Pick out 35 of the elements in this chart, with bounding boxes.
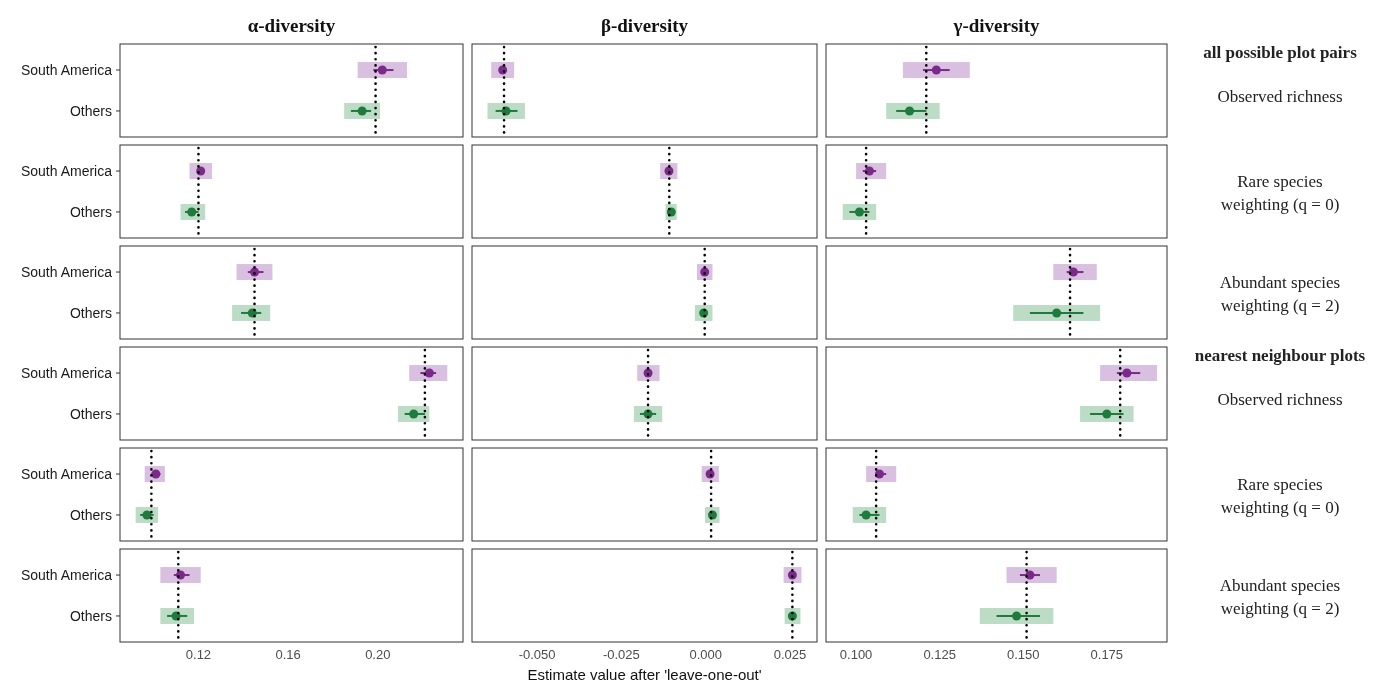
chart-title: β-diversity: [600, 15, 689, 36]
x-tick-label: 0.16: [275, 647, 301, 662]
x-tick-label: 0.20: [365, 647, 391, 662]
y-tick-label: South America: [20, 163, 113, 180]
x-tick-label: 0.175: [1090, 647, 1124, 662]
x-tick-label: 0.025: [773, 647, 807, 662]
y-tick-label: South America: [20, 466, 113, 483]
y-tick-label: South America: [20, 365, 113, 382]
text: Abundant species weighting (q = 2): [1219, 575, 1341, 618]
y-tick-label: Others: [69, 506, 112, 523]
text: Observed richness: [1217, 390, 1343, 409]
y-tick-label: Others: [69, 607, 112, 624]
x-tick-label: 0.150: [1006, 647, 1040, 662]
text: all possible plot pairs: [1203, 43, 1358, 62]
y-tick-label: Others: [69, 203, 112, 220]
x-tick-label: 0.100: [839, 647, 873, 662]
x-tick-label: -0.050: [518, 647, 556, 662]
x-tick-label: 0.12: [185, 647, 212, 662]
y-tick-label: South America: [20, 264, 113, 281]
chart-title: γ-diversity: [952, 15, 1040, 36]
text: Rare species weighting (q = 0): [1220, 474, 1340, 517]
x-tick-label: -0.025: [602, 647, 640, 662]
x-tick-label: 0.000: [689, 647, 722, 662]
y-tick-label: Others: [69, 304, 112, 321]
chart-title: α-diversity: [247, 15, 336, 36]
y-tick-label: South America: [20, 567, 113, 584]
x-tick-label: 0.125: [923, 647, 956, 662]
y-tick-label: Others: [69, 405, 112, 422]
y-tick-label: Others: [69, 102, 112, 119]
text: nearest neighbour plots: [1194, 346, 1366, 365]
text: Observed richness: [1217, 87, 1343, 106]
text: Abundant species weighting (q = 2): [1219, 272, 1341, 315]
x-axis-title: Estimate value after 'leave-one-out': [527, 666, 762, 683]
text: Rare species weighting (q = 0): [1220, 171, 1340, 214]
y-tick-label: South America: [20, 62, 113, 79]
